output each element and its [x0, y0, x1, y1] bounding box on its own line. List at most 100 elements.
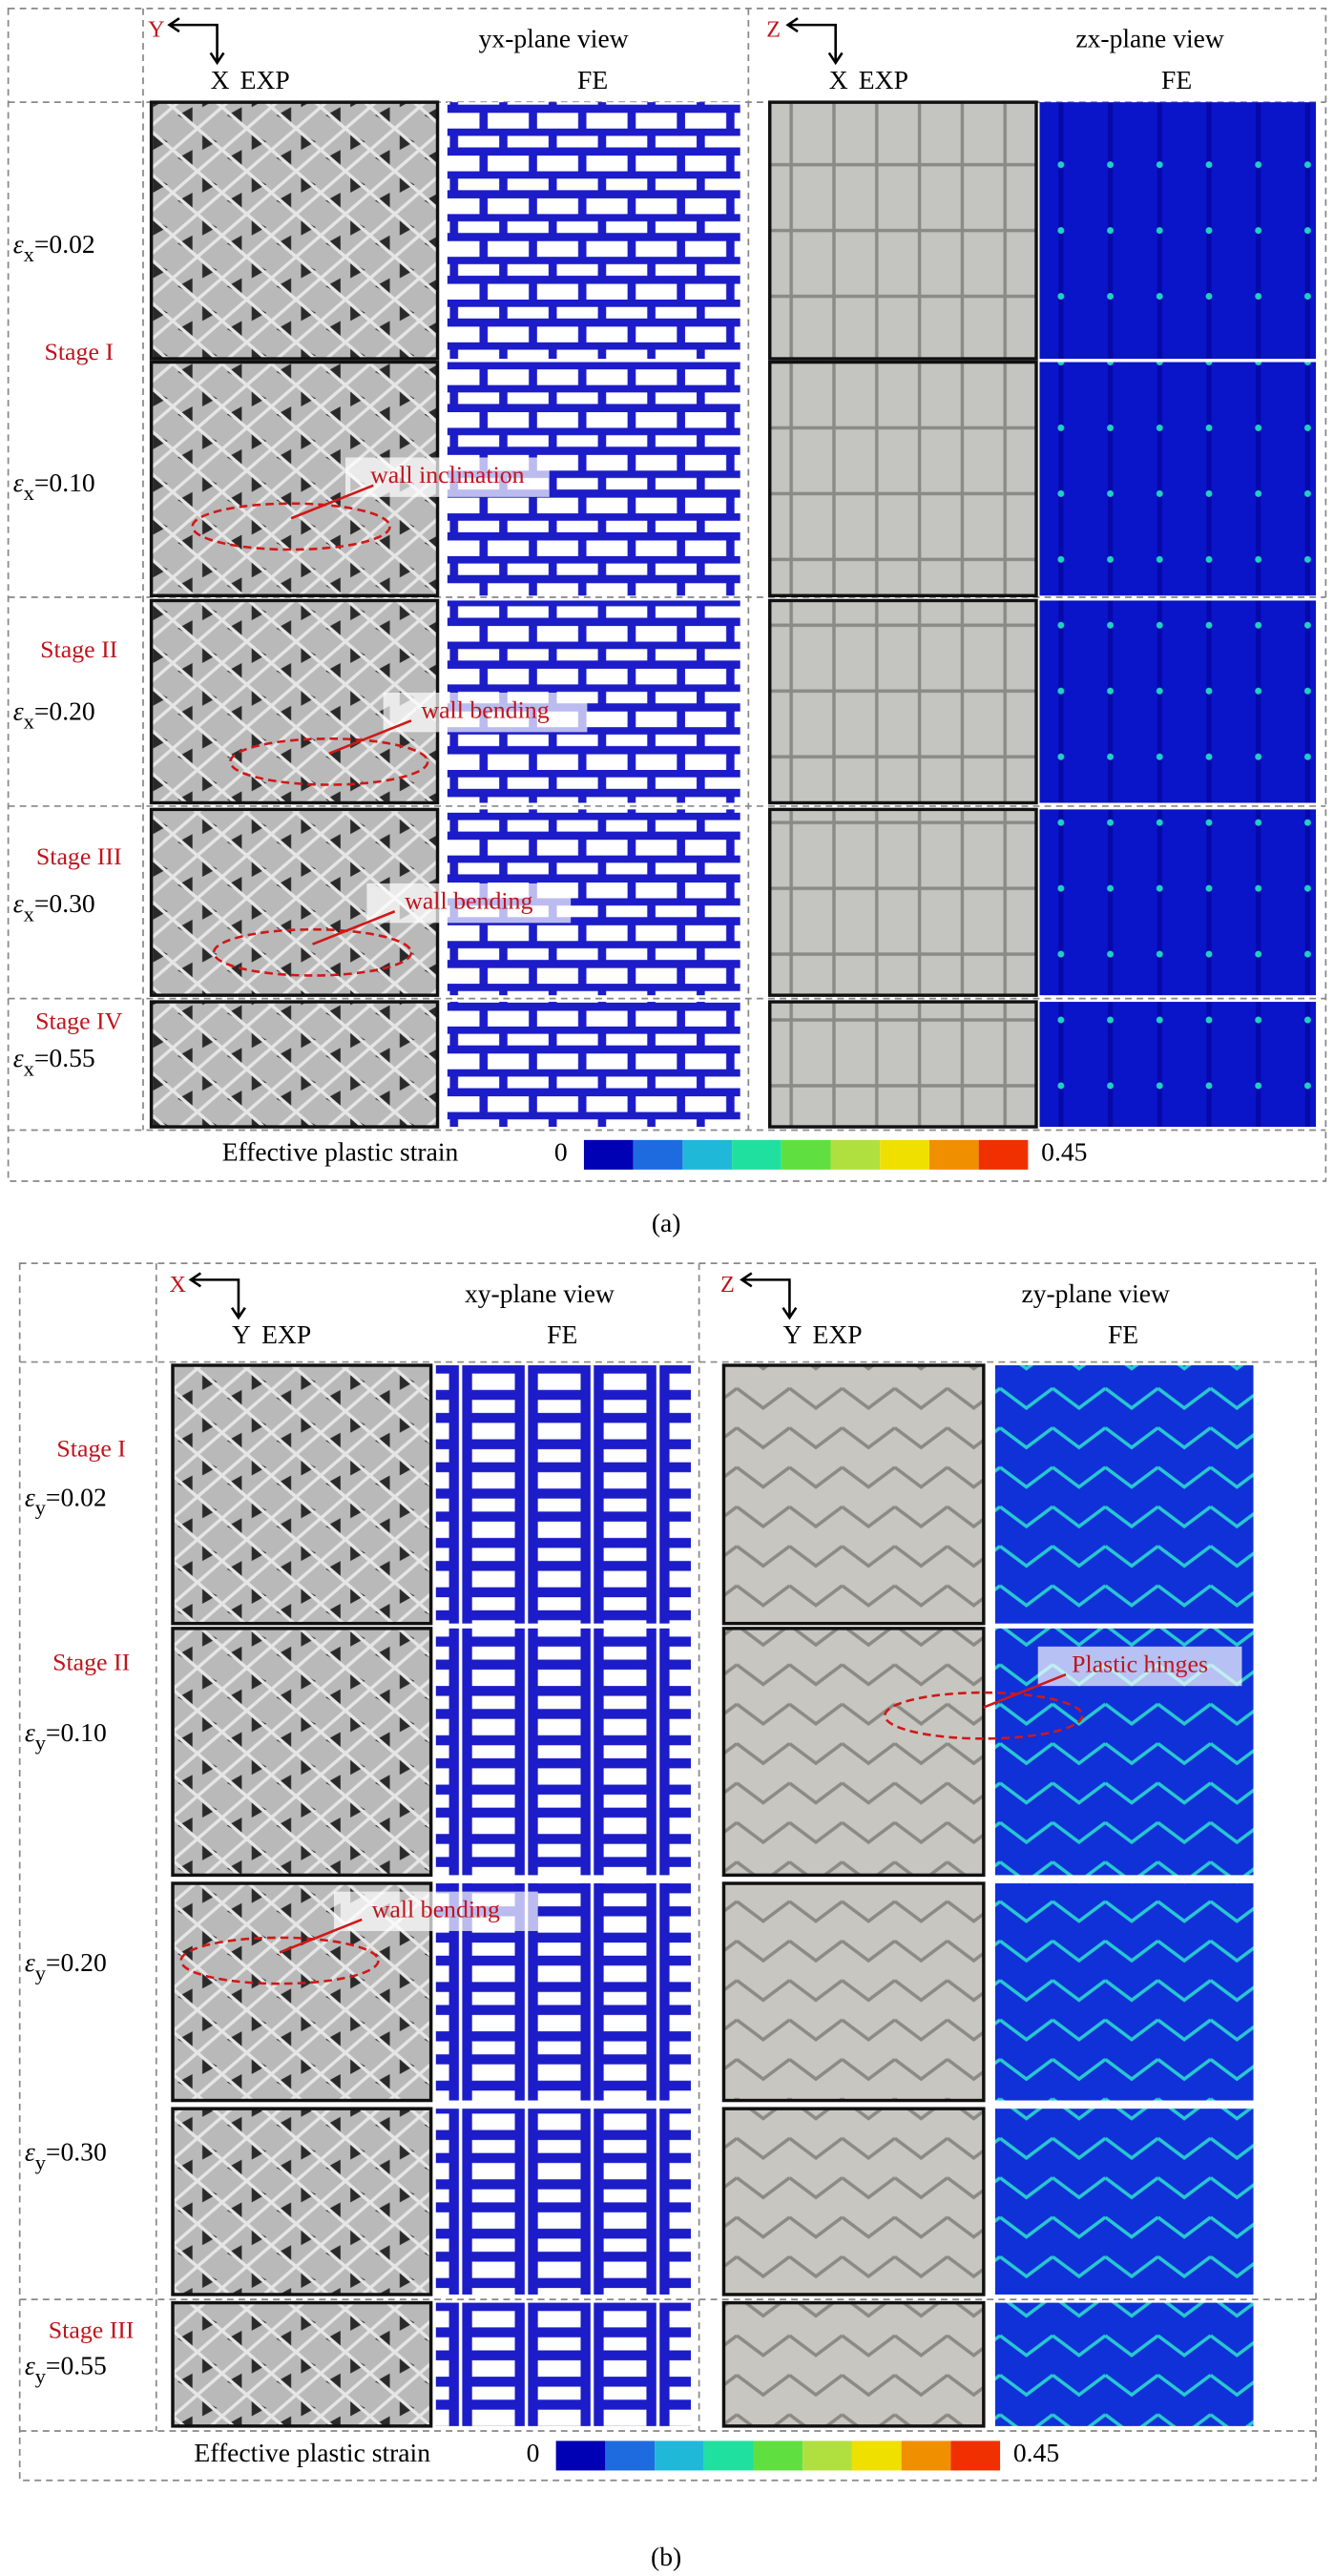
column-header: FE: [577, 65, 608, 94]
caption: (a): [652, 1208, 681, 1237]
axis-label: X: [170, 1272, 186, 1298]
fe-image: [994, 2302, 1254, 2426]
stage-label: Stage II: [40, 635, 117, 663]
column-header: EXP: [859, 65, 908, 94]
fe-image: [994, 1365, 1254, 1624]
column-header: EXP: [240, 65, 290, 94]
annotation-arrow: [279, 1918, 363, 1954]
annotation-bg: [1037, 1646, 1242, 1687]
annotation: wall bending: [372, 1895, 500, 1922]
exp-image: [171, 2107, 433, 2296]
strain-value: =0.30: [46, 2137, 107, 2167]
colorbar-segment: [633, 1139, 683, 1170]
strain-symbol: ε: [13, 1043, 24, 1072]
panel-b-frame: [18, 1262, 1317, 2482]
exp-image: [721, 1627, 986, 1878]
fe-image: [1039, 362, 1317, 596]
strain-subscript: y: [35, 1731, 47, 1755]
strain-label: εx=0.10: [13, 467, 95, 505]
column-header: FE: [547, 1319, 577, 1349]
view-title: yx-plane view: [479, 24, 629, 53]
colorbar-segment: [928, 1139, 979, 1170]
colorbar-segment: [950, 2441, 1001, 2471]
colorbar-max: 0.45: [1013, 2438, 1059, 2467]
colorbar-segment: [851, 2441, 902, 2471]
exp-image: [721, 1363, 986, 1626]
column-header: FE: [1108, 1319, 1138, 1349]
colorbar-segment: [583, 1139, 634, 1170]
fe-image: [435, 1365, 691, 1624]
colorbar-segment: [978, 1139, 1029, 1170]
highlight-ellipse: [884, 1691, 1084, 1740]
fe-image: [447, 1002, 740, 1128]
strain-symbol: ε: [25, 1717, 35, 1747]
annotation-bg: [344, 457, 550, 497]
colorbar-segment: [830, 1139, 881, 1170]
axis-arrow: [188, 1272, 246, 1320]
exp-image: [768, 598, 1038, 805]
exp-image: [149, 1000, 440, 1129]
colorbar-segment: [781, 1139, 831, 1170]
colorbar-segment: [880, 1139, 929, 1170]
annotation-bg: [383, 692, 588, 733]
exp-image: [171, 1363, 433, 1626]
view-title: zx-plane view: [1075, 24, 1224, 53]
colorbar-segment: [655, 2441, 704, 2471]
fe-image: [1039, 102, 1317, 360]
strain-subscript: y: [35, 2364, 47, 2388]
exp-image: [721, 2107, 986, 2296]
stage-label: Stage III: [49, 2316, 135, 2344]
column-header: FE: [1161, 65, 1192, 94]
strain-symbol: ε: [13, 229, 24, 259]
strain-symbol: ε: [13, 467, 24, 497]
strain-value: =0.10: [34, 467, 95, 497]
stage-label: Stage I: [45, 338, 114, 365]
colorbar-segment: [732, 1139, 782, 1170]
strain-value: =0.30: [34, 888, 95, 918]
axis-arrow: [785, 17, 844, 66]
annotation-arrow: [312, 910, 396, 945]
colorbar-label: Effective plastic strain: [222, 1137, 459, 1167]
highlight-ellipse: [212, 927, 413, 977]
strain-symbol: ε: [25, 1483, 35, 1512]
annotation: Plastic hinges: [1072, 1650, 1208, 1677]
strain-label: εy=0.55: [25, 2351, 107, 2388]
strain-value: =0.55: [34, 1043, 95, 1072]
colorbar-segment: [682, 1139, 733, 1170]
annotation-arrow: [290, 484, 374, 520]
strain-label: εy=0.02: [25, 1483, 107, 1520]
exp-image: [768, 1000, 1038, 1129]
caption: (b): [651, 2542, 681, 2571]
annotation: wall bending: [405, 887, 532, 915]
axis-label: X: [829, 65, 848, 94]
strain-symbol: ε: [25, 2351, 35, 2380]
colorbar-min: 0: [554, 1137, 568, 1167]
strain-label: εx=0.02: [13, 229, 95, 266]
stage-label: Stage I: [56, 1435, 125, 1463]
strain-subscript: x: [24, 242, 34, 266]
annotation: wall inclination: [370, 461, 525, 488]
fe-image: [1039, 1002, 1317, 1128]
colorbar-label: Effective plastic strain: [194, 2438, 430, 2467]
strain-label: εx=0.55: [13, 1043, 95, 1080]
fe-image: [447, 102, 740, 360]
colorbar-segment: [753, 2441, 803, 2471]
strain-value: =0.02: [46, 1483, 107, 1512]
highlight-ellipse: [179, 1936, 380, 1985]
colorbar-segment: [901, 2441, 951, 2471]
strain-subscript: y: [35, 1496, 47, 1520]
strain-symbol: ε: [25, 2137, 35, 2167]
content: yx-plane view Y X EXP FE zx-plane view Z X EXP FE…: [8, 8, 1326, 2571]
fe-image: [435, 1628, 691, 1876]
panel-a-frame: [7, 8, 1327, 1182]
fe-image: [435, 2109, 691, 2295]
colorbar-min: 0: [527, 2438, 540, 2467]
colorbar-segment: [555, 2441, 606, 2471]
strain-subscript: y: [35, 2150, 47, 2174]
axis-arrow: [740, 1272, 798, 1320]
axis-label: Y: [232, 1319, 251, 1349]
annotation-arrow: [328, 719, 412, 755]
fe-image: [435, 2302, 691, 2426]
exp-image: [721, 1881, 986, 2103]
